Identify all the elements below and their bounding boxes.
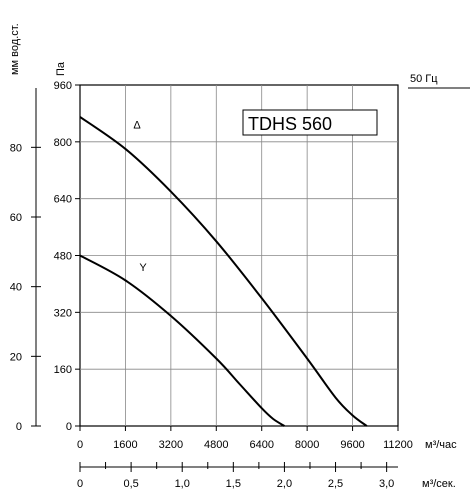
flow-sec-unit: м³/сек.: [422, 478, 456, 490]
sec-tick-label: 0,5: [123, 478, 138, 490]
hour-tick-label: 4800: [204, 439, 228, 451]
mm-tick-label: 0: [16, 421, 22, 433]
mm-axis: мм вод.ст. 0 20 40 60 80: [9, 23, 41, 433]
hour-tick-label: 3200: [159, 439, 183, 451]
hour-tick-label: 11200: [383, 439, 413, 451]
sec-tick-label: 1,5: [226, 478, 241, 490]
hour-tick-label: 1600: [113, 439, 137, 451]
pa-tick-label: 480: [54, 251, 72, 263]
pa-tick-label: 160: [54, 364, 72, 376]
sec-tick-label: 2,0: [277, 478, 292, 490]
sec-tick-label: 1,0: [175, 478, 190, 490]
flow-sec-axis: 0 0,5 1,0 1,5 2,0 2,5 3,0 м³/сек.: [77, 462, 456, 490]
curve-y: [79, 254, 285, 427]
mm-axis-label: мм вод.ст.: [9, 23, 21, 75]
plot-area: 0 160 320 480 640 800 960 0 1600 3200 4800 6400 800…: [54, 80, 413, 451]
hour-tick-label: 6400: [249, 439, 273, 451]
pa-tick-label: 0: [66, 421, 72, 433]
hour-tick-label: 9600: [340, 439, 364, 451]
pa-tick-label: 800: [54, 137, 72, 149]
curve-delta: [79, 116, 368, 427]
series-label-y: Y: [139, 262, 147, 274]
pa-tick-label: 960: [54, 80, 72, 92]
series-label-delta: Δ: [133, 120, 141, 132]
pa-tick-label: 320: [54, 307, 72, 319]
hour-tick-label: 0: [77, 439, 83, 451]
sec-tick-label: 0: [77, 478, 83, 490]
pa-axis-label: Па: [55, 61, 67, 76]
sec-tick-label: 3,0: [379, 478, 394, 490]
flow-hour-unit: м³/час: [425, 439, 457, 451]
pa-tick-label: 640: [54, 194, 72, 206]
mm-tick-label: 40: [10, 282, 22, 294]
chart-title: TDHS 560: [248, 114, 332, 134]
sec-tick-label: 2,5: [328, 478, 343, 490]
title-box: [242, 109, 378, 136]
hour-tick-label: 8000: [295, 439, 319, 451]
mm-tick-label: 60: [10, 212, 22, 224]
mm-tick-label: 80: [10, 142, 22, 154]
mm-tick-label: 20: [10, 351, 22, 363]
frequency-label: 50 Гц: [410, 73, 438, 85]
